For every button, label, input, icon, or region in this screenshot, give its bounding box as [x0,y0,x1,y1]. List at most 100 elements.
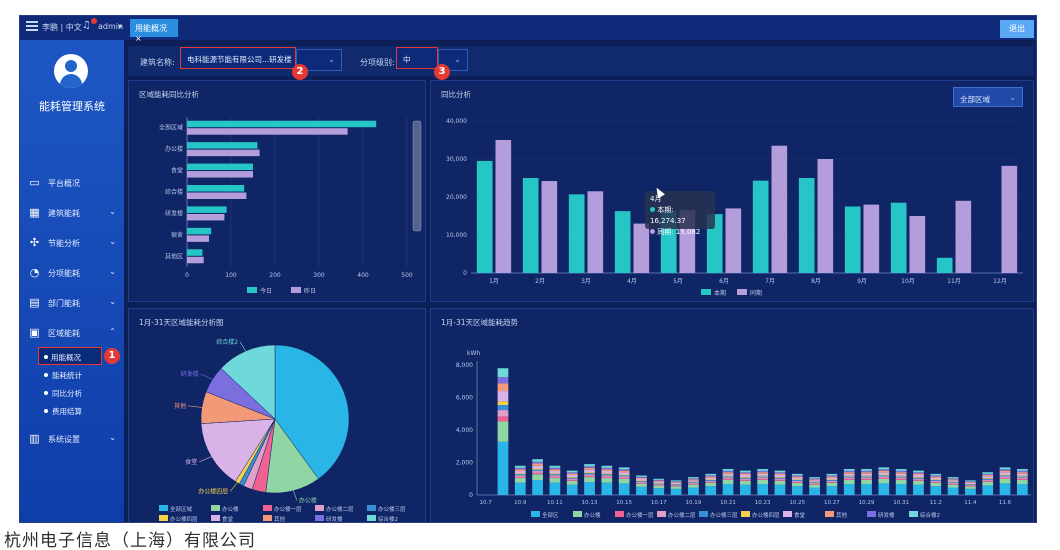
sidebar-sub-yoy[interactable]: 同比分析 [20,384,124,402]
stacked-bar-segment [514,465,526,468]
stacked-bar-segment [584,472,595,474]
stacked-bar-segment [1016,469,1028,471]
tab-label: 用能概况 [135,24,167,33]
sidebar-sub-statistics[interactable]: 能耗统计 [20,366,124,384]
x-tick-label: 10.13 [582,500,598,506]
stacked-bar-segment [722,470,734,473]
stacked-bar-segment [532,474,543,480]
stacked-bar-segment [843,470,855,473]
building-select-value: 电科能源节能有限公司...研发楼 [187,55,292,64]
stacked-bar-segment [705,476,717,478]
stacked-bar-segment [722,476,734,478]
stacked-bar-segment [757,478,769,480]
stacked-bar-segment [549,474,561,476]
stacked-bar-segment [843,475,855,477]
annotation-badge-3: 3 [434,64,450,80]
stacked-bar-segment [688,479,699,481]
stacked-bar-segment [774,476,786,478]
stacked-bar-segment [739,480,751,485]
stacked-bar-segment [618,474,630,476]
stacked-bar-segment [982,474,994,477]
legend-label: 同期 [750,289,762,297]
stacked-bar-segment [913,484,924,495]
bar [752,180,769,273]
stacked-bar-segment [861,479,872,485]
stacked-bar-segment [930,475,942,477]
sidebar-item-department[interactable]: ▤ 部门能耗 ⌄ [20,292,124,314]
bell-icon[interactable]: ♫ [82,20,91,31]
bar [890,202,907,273]
region-filter-select[interactable]: 全部区域 ⌄ [953,87,1023,107]
annotation-badge-2: 2 [292,64,308,80]
pie-label: 食堂 [185,458,197,466]
stacked-bar-segment [774,472,786,474]
exit-button[interactable]: 退出 [1000,20,1034,38]
stacked-bar-segment [757,469,769,471]
stacked-bar-segment [982,478,994,479]
sidebar-item-building[interactable]: ▦ 建筑能耗 ⌄ [20,202,124,224]
stacked-bar-segment [809,477,820,479]
stacked-bar-segment [791,475,803,477]
stacked-bar-segment [999,470,1011,473]
stacked-bar-segment [913,479,924,481]
building-select-dropdown[interactable]: ⌄ [296,49,342,71]
tab-energy-overview[interactable]: 用能概况 × [130,19,178,43]
daily-trend-panel: 1月-31天区域能耗趋势 kWh 0 2,000 4,000 6,000 8,000 10.… [430,308,1034,522]
building-select[interactable]: 电科能源节能有限公司...研发楼 [180,47,296,69]
legend-swatch [867,511,876,517]
close-icon[interactable]: × [135,34,142,43]
x-tick-label: 100 [225,272,237,279]
stacked-bar-segment [843,469,855,471]
y-tick-label: 宿舍 [171,231,183,239]
legend-swatch [159,505,168,511]
sidebar-item-energy-saving[interactable]: ✣ 节能分析 ⌄ [20,232,124,254]
x-tick-label: 11.2 [930,500,942,506]
stacked-bar-segment [722,469,734,471]
y-tick-label: 其他区 [165,252,183,260]
stacked-bar-segment [514,473,526,475]
x-tick-label: 11月 [947,278,961,285]
stacked-bar-segment [497,410,509,417]
stacked-bar-segment [930,482,942,487]
stacked-bar-segment [878,469,890,471]
sidebar-item-itemized[interactable]: ◔ 分项能耗 ⌄ [20,262,124,284]
stacked-bar-segment [618,472,630,475]
bar [568,194,585,273]
stacked-bar-segment [705,480,717,482]
stacked-bar-segment [636,481,647,482]
stacked-bar-segment [947,477,959,479]
menu-icon[interactable] [26,21,38,31]
level-select[interactable]: 中 [396,47,438,69]
stacked-bar-segment [705,479,717,481]
stacked-bar-segment [722,478,734,480]
stacked-bar-segment [722,473,734,476]
stacked-bar-segment [774,475,786,477]
stacked-bar-segment [653,480,665,482]
bar [522,178,539,273]
user-language[interactable]: 李鹏 | 中文 [42,23,82,32]
x-tick-label: 11.4 [964,500,977,506]
stacked-bar-segment [601,482,613,495]
user-dropdown-icon[interactable]: ▾ [118,22,123,31]
user-name[interactable]: admin [98,22,124,31]
sidebar-sub-energy-overview[interactable]: 用能概况 [38,347,102,365]
pie-label: 综合楼2 [216,338,238,346]
bar [1001,165,1018,273]
stacked-bar-segment [757,472,769,474]
stacked-bar-segment [774,479,786,481]
stacked-bar-segment [514,478,526,483]
bar [187,213,225,221]
stacked-bar-segment [774,478,786,480]
pie-leader-line [229,482,238,492]
stacked-bar-segment [549,482,561,495]
sidebar-item-region[interactable]: ▣ 区域能耗 ⌃ [20,322,124,344]
legend-swatch [247,287,257,293]
stacked-bar-segment [791,480,803,481]
stacked-bar-segment [705,486,717,495]
sidebar-item-platform[interactable]: ▭ 平台概况 [20,172,124,194]
stacked-bar-segment [739,479,751,481]
sidebar-item-settings[interactable]: ▥ 系统设置 ⌄ [20,428,124,450]
pie-leader-line [199,456,212,463]
panel-title: 1月-31天区域能耗分析图 [139,318,224,327]
sidebar-sub-billing[interactable]: 费用结算 [20,402,124,420]
